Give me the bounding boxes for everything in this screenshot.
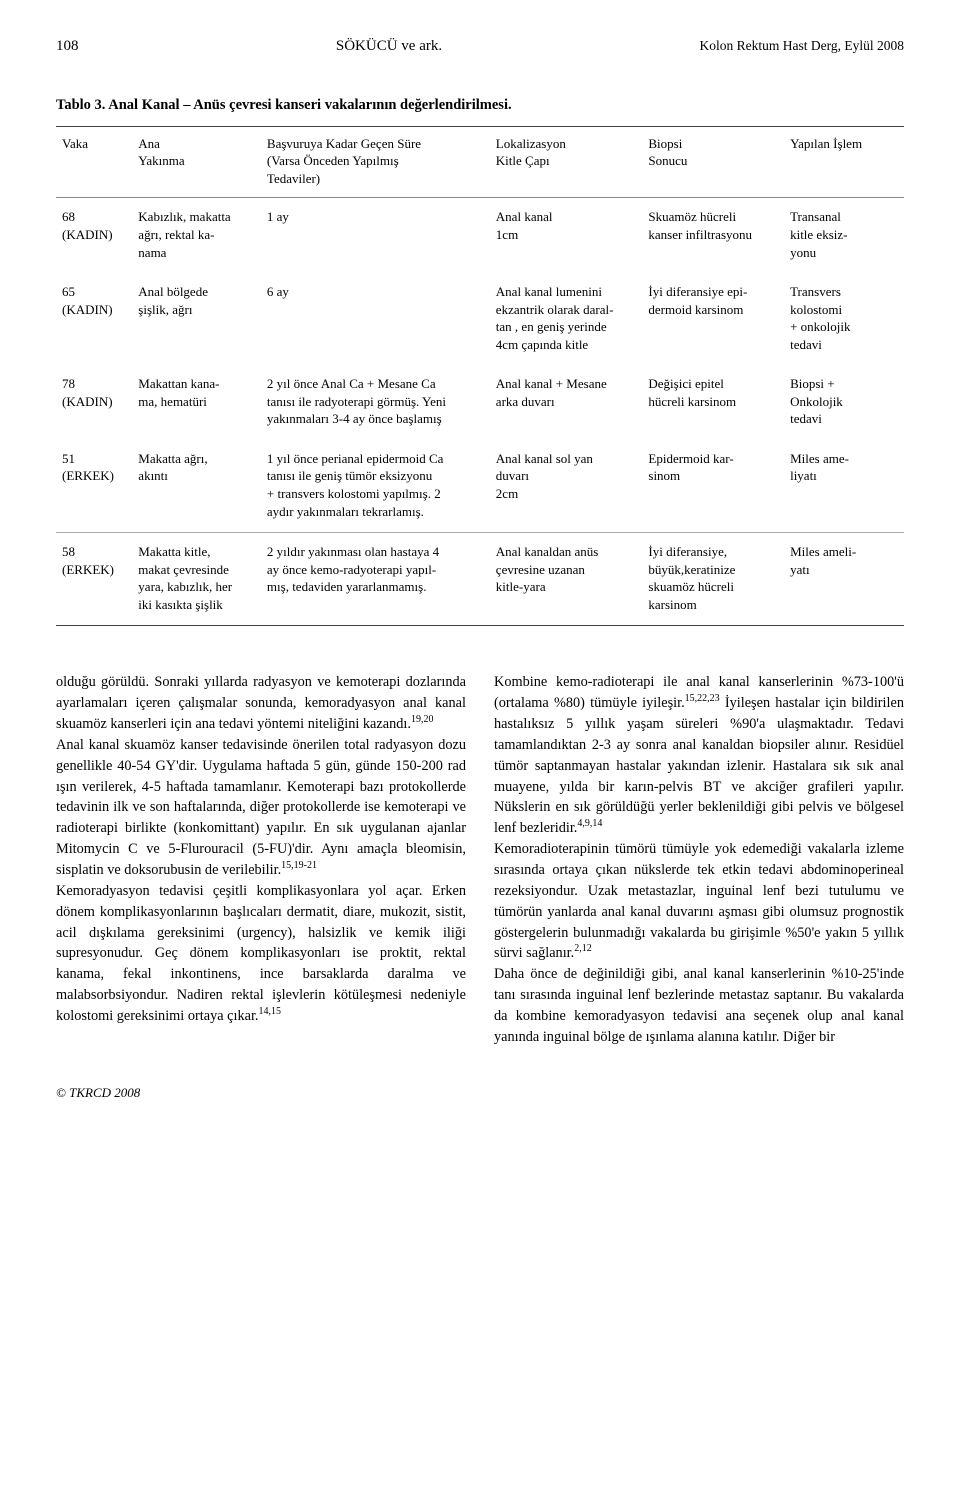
th-ana: AnaYakınma — [132, 127, 261, 198]
th-lok: LokalizasyonKitle Çapı — [490, 127, 643, 198]
td-ana: Makatta kitle,makat çevresindeyara, kabı… — [132, 533, 261, 626]
td-vaka: 78(KADIN) — [56, 365, 132, 440]
page-footer: © TKRCD 2008 — [56, 1084, 904, 1102]
td-basv: 2 yıl önce Anal Ca + Mesane Catanısı ile… — [261, 365, 490, 440]
table-row: 68(KADIN)Kabızlık, makattaağrı, rektal k… — [56, 198, 904, 273]
td-lok: Anal kanal + Mesanearka duvarı — [490, 365, 643, 440]
td-basv: 1 yıl önce perianal epidermoid Catanısı … — [261, 440, 490, 533]
th-basv: Başvuruya Kadar Geçen Süre(Varsa Önceden… — [261, 127, 490, 198]
td-vaka: 65(KADIN) — [56, 273, 132, 365]
td-biopsi: Değişici epitelhücreli karsinom — [642, 365, 784, 440]
td-islem: Transanalkitle eksiz-yonu — [784, 198, 904, 273]
cases-table-body: 68(KADIN)Kabızlık, makattaağrı, rektal k… — [56, 198, 904, 625]
td-vaka: 58(ERKEK) — [56, 533, 132, 626]
td-vaka: 68(KADIN) — [56, 198, 132, 273]
running-header: 108 SÖKÜCÜ ve ark. Kolon Rektum Hast Der… — [56, 36, 904, 56]
td-lok: Anal kanaldan anüsçevresine uzanankitle-… — [490, 533, 643, 626]
td-vaka: 51(ERKEK) — [56, 440, 132, 533]
td-islem: Miles ame-liyatı — [784, 440, 904, 533]
table-caption: Tablo 3. Anal Kanal – Anüs çevresi kanse… — [56, 96, 904, 116]
page-number: 108 — [56, 36, 79, 56]
td-biopsi: İyi diferansiye,büyük,keratinizeskuamöz … — [642, 533, 784, 626]
body-col-left: olduğu görüldü. Sonraki yıllarda radyasy… — [56, 672, 466, 1047]
td-basv: 1 ay — [261, 198, 490, 273]
table-row: 78(KADIN)Makattan kana-ma, hematüri2 yıl… — [56, 365, 904, 440]
cases-table-wrap: VakaAnaYakınmaBaşvuruya Kadar Geçen Süre… — [56, 126, 904, 626]
th-vaka: Vaka — [56, 127, 132, 198]
td-ana: Anal bölgedeşişlik, ağrı — [132, 273, 261, 365]
table-row: 58(ERKEK)Makatta kitle,makat çevresindey… — [56, 533, 904, 626]
td-ana: Makatta ağrı,akıntı — [132, 440, 261, 533]
body-col-right: Kombine kemo-radioterapi ile anal kanal … — [494, 672, 904, 1047]
td-biopsi: Skuamöz hücrelikanser infiltrasyonu — [642, 198, 784, 273]
td-basv: 6 ay — [261, 273, 490, 365]
th-islem: Yapılan İşlem — [784, 127, 904, 198]
td-lok: Anal kanal sol yanduvarı2cm — [490, 440, 643, 533]
body-columns: olduğu görüldü. Sonraki yıllarda radyasy… — [56, 672, 904, 1047]
running-authors: SÖKÜCÜ ve ark. — [336, 36, 442, 56]
td-islem: Biopsi +Onkolojiktedavi — [784, 365, 904, 440]
td-islem: Transverskolostomi+ onkolojiktedavi — [784, 273, 904, 365]
running-journal: Kolon Rektum Hast Derg, Eylül 2008 — [700, 37, 904, 55]
td-biopsi: İyi diferansiye epi-dermoid karsinom — [642, 273, 784, 365]
td-lok: Anal kanal lumeniniekzantrik olarak dara… — [490, 273, 643, 365]
td-islem: Miles ameli-yatı — [784, 533, 904, 626]
td-lok: Anal kanal1cm — [490, 198, 643, 273]
td-ana: Kabızlık, makattaağrı, rektal ka-nama — [132, 198, 261, 273]
th-biopsi: BiopsiSonucu — [642, 127, 784, 198]
td-biopsi: Epidermoid kar-sinom — [642, 440, 784, 533]
td-ana: Makattan kana-ma, hematüri — [132, 365, 261, 440]
table-row: 65(KADIN)Anal bölgedeşişlik, ağrı6 ayAna… — [56, 273, 904, 365]
td-basv: 2 yıldır yakınması olan hastaya 4ay önce… — [261, 533, 490, 626]
cases-table: VakaAnaYakınmaBaşvuruya Kadar Geçen Süre… — [56, 127, 904, 625]
cases-table-head: VakaAnaYakınmaBaşvuruya Kadar Geçen Süre… — [56, 127, 904, 198]
table-row: 51(ERKEK)Makatta ağrı,akıntı1 yıl önce p… — [56, 440, 904, 533]
